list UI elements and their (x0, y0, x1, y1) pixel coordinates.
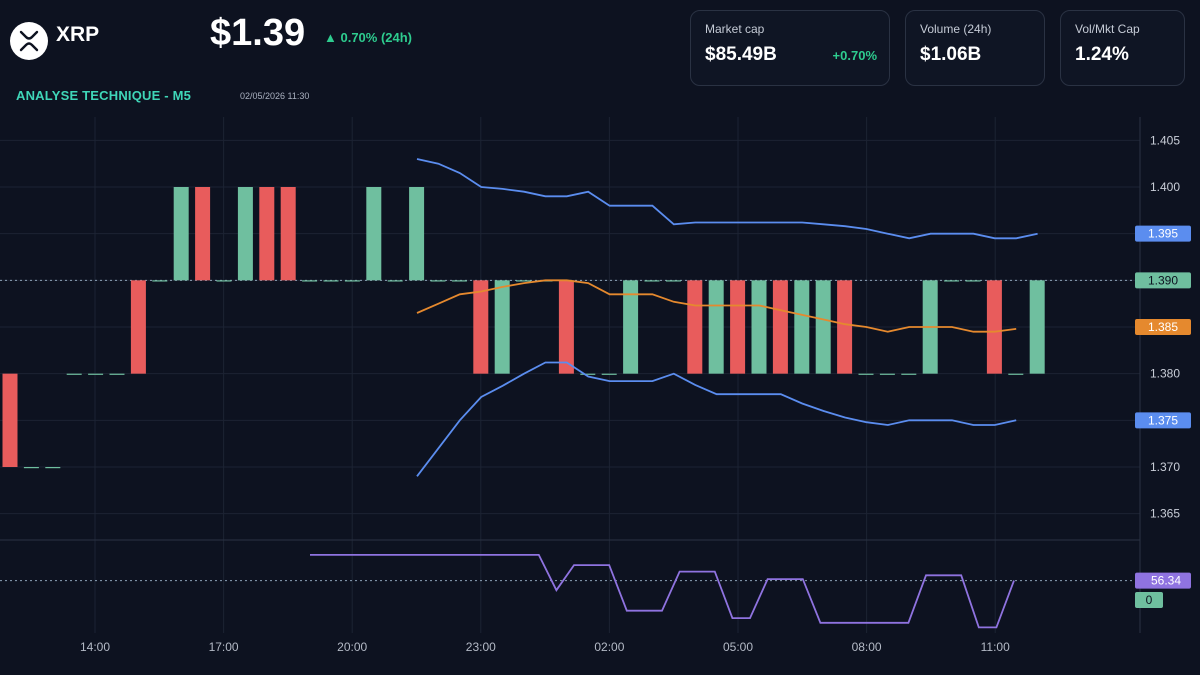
candle-up (216, 280, 232, 282)
x-tick-label: 20:00 (337, 640, 367, 654)
candle-up (623, 280, 639, 374)
price-tag-label: 1.390 (1148, 273, 1178, 287)
y-tick-label: 1.370 (1150, 460, 1180, 474)
candle-up (302, 280, 318, 282)
price-tag (1135, 319, 1191, 335)
market-cap-change: +0.70% (832, 48, 877, 63)
vol-mkt-cap-card: Vol/Mkt Cap 1.24% (1060, 10, 1185, 86)
candle-up (451, 280, 467, 282)
upper-band-line (416, 158, 1038, 240)
candle-up (1029, 280, 1045, 374)
price-change: ▲ 0.70% (24h) (324, 30, 413, 45)
candle-up (1008, 373, 1024, 375)
candle-up (109, 373, 125, 375)
candle-down (730, 280, 746, 374)
x-tick-label: 14:00 (80, 640, 110, 654)
price-tag-label: 1.395 (1148, 227, 1178, 241)
candle-up (794, 280, 810, 374)
x-tick-label: 23:00 (466, 640, 496, 654)
candle-up (88, 373, 104, 375)
y-tick-label: 1.400 (1150, 180, 1180, 194)
volume-label: Volume (24h) (920, 22, 992, 36)
vol-mkt-cap-value: 1.24% (1075, 44, 1129, 65)
price: $1.39 (210, 12, 306, 54)
candle-down (280, 187, 296, 281)
price-chart[interactable]: 14:00 17:00 20:00 23:00 02:00 05:00 08:00 11:00… (0, 115, 1200, 675)
candle-up (708, 280, 724, 374)
candle-down (259, 187, 275, 281)
candle-down (837, 280, 853, 374)
candle-up (601, 373, 617, 375)
rsi-value-tag (1135, 572, 1191, 589)
lower-band-line (416, 361, 1017, 477)
market-cap-card: Market cap $85.49B +0.70% (690, 10, 890, 86)
price-tag (1135, 225, 1191, 242)
candle-down (473, 280, 489, 374)
moving-average-line (416, 279, 1017, 333)
xrp-logo-icon (10, 22, 48, 60)
candle-up (858, 373, 874, 375)
candle-up (237, 187, 253, 281)
chart-title: ANALYSE TECHNIQUE - M5 (16, 88, 192, 103)
market-cap-value: $85.49B (705, 44, 777, 65)
candle-up (387, 280, 403, 282)
candle-up (45, 467, 61, 469)
market-cap-label: Market cap (705, 22, 765, 36)
volume-value: $1.06B (920, 44, 982, 65)
x-tick-label: 05:00 (723, 640, 753, 654)
price-tag (1135, 272, 1191, 289)
candle-up (516, 280, 532, 282)
candle-up (751, 280, 767, 374)
y-tick-label: 1.405 (1150, 133, 1180, 147)
volume-card: Volume (24h) $1.06B (905, 10, 1045, 86)
candle-up (66, 373, 82, 375)
candle-down (130, 280, 146, 374)
candle-up (152, 280, 168, 282)
candle-up (494, 280, 510, 374)
candle-down (687, 280, 703, 374)
candle-up (879, 373, 895, 375)
candle-up (323, 280, 339, 282)
candle-up (665, 280, 681, 282)
vol-mkt-cap-label: Vol/Mkt Cap (1075, 22, 1140, 36)
candle-up (344, 280, 360, 282)
candle-down (195, 187, 211, 281)
chart-datetime: 02/05/2026 11:30 (240, 91, 310, 101)
candle-down (986, 280, 1002, 374)
x-tick-label: 17:00 (209, 640, 239, 654)
header: XRP $1.39 ▲ 0.70% (24h) ANALYSE TECHNIQU… (0, 0, 1200, 115)
y-tick-label: 1.380 (1150, 367, 1180, 381)
rsi-line (310, 554, 1015, 629)
candle-up (815, 280, 831, 374)
rsi-zero-label: 0 (1146, 593, 1153, 607)
x-tick-label: 11:00 (981, 640, 1010, 654)
candle-up (644, 280, 660, 282)
candle-up (409, 187, 425, 281)
price-tag-label: 1.375 (1148, 413, 1178, 427)
x-tick-label: 02:00 (594, 640, 624, 654)
y-tick-label: 1.365 (1150, 507, 1180, 521)
candle-down (558, 280, 574, 374)
price-tag (1135, 412, 1191, 429)
candle-up (430, 280, 446, 282)
rsi-zero-tag (1135, 592, 1163, 608)
candle-down (2, 373, 18, 467)
candle-up (366, 187, 382, 281)
x-tick-label: 08:00 (852, 640, 882, 654)
candle-up (23, 467, 39, 469)
candle-up (173, 187, 189, 281)
candle-up (965, 280, 981, 282)
price-tag-label: 1.385 (1148, 320, 1178, 334)
candle-down (772, 280, 788, 374)
candle-up (901, 373, 917, 375)
coin-name: XRP (56, 23, 100, 46)
candle-up (580, 373, 596, 375)
rsi-value-label: 56.34 (1151, 574, 1181, 588)
candle-up (944, 280, 960, 282)
